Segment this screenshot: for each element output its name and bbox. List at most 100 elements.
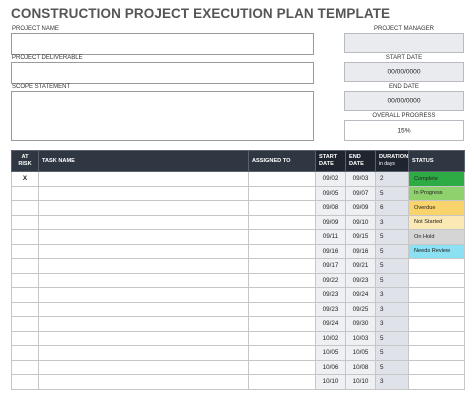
at-risk-cell[interactable] xyxy=(11,229,39,245)
end-date-cell[interactable]: 09/25 xyxy=(345,301,376,317)
end-date-cell[interactable]: 09/24 xyxy=(345,287,376,303)
duration-cell[interactable]: 5 xyxy=(375,345,409,361)
assigned-to-cell[interactable] xyxy=(248,345,316,361)
duration-cell[interactable]: 3 xyxy=(375,374,409,390)
start-date-cell[interactable]: 09/09 xyxy=(315,214,346,230)
assigned-to-cell[interactable] xyxy=(248,287,316,303)
status-cell[interactable]: On Hold xyxy=(408,229,465,245)
task-name-cell[interactable] xyxy=(38,229,249,245)
project-deliverable-field[interactable] xyxy=(11,62,314,84)
task-name-cell[interactable] xyxy=(38,171,249,187)
end-date-cell[interactable]: 10/05 xyxy=(345,345,376,361)
status-cell[interactable] xyxy=(408,316,465,332)
assigned-to-cell[interactable] xyxy=(248,185,316,201)
task-name-cell[interactable] xyxy=(38,359,249,375)
at-risk-cell[interactable] xyxy=(11,301,39,317)
start-date-cell[interactable]: 09/23 xyxy=(315,301,346,317)
duration-cell[interactable]: 3 xyxy=(375,301,409,317)
status-cell[interactable]: Overdue xyxy=(408,200,465,216)
start-date-cell[interactable]: 09/23 xyxy=(315,287,346,303)
duration-cell[interactable]: 2 xyxy=(375,171,409,187)
start-date-cell[interactable]: 09/17 xyxy=(315,258,346,274)
start-date-cell[interactable]: 09/16 xyxy=(315,243,346,259)
start-date-cell[interactable]: 09/22 xyxy=(315,272,346,288)
task-name-cell[interactable] xyxy=(38,316,249,332)
status-cell[interactable] xyxy=(408,287,465,303)
project-name-field[interactable] xyxy=(11,33,314,55)
assigned-to-cell[interactable] xyxy=(248,200,316,216)
at-risk-cell[interactable] xyxy=(11,258,39,274)
start-date-cell[interactable]: 10/10 xyxy=(315,374,346,390)
end-date-cell[interactable]: 09/15 xyxy=(345,229,376,245)
overall-progress-field[interactable]: 15% xyxy=(344,120,464,141)
end-date-cell[interactable]: 10/10 xyxy=(345,374,376,390)
at-risk-cell[interactable] xyxy=(11,214,39,230)
at-risk-cell[interactable] xyxy=(11,330,39,346)
assigned-to-cell[interactable] xyxy=(248,229,316,245)
task-name-cell[interactable] xyxy=(38,301,249,317)
assigned-to-cell[interactable] xyxy=(248,171,316,187)
at-risk-cell[interactable] xyxy=(11,345,39,361)
duration-cell[interactable]: 3 xyxy=(375,214,409,230)
status-cell[interactable] xyxy=(408,374,465,390)
scope-statement-field[interactable] xyxy=(11,91,314,141)
assigned-to-cell[interactable] xyxy=(248,272,316,288)
task-name-cell[interactable] xyxy=(38,185,249,201)
assigned-to-cell[interactable] xyxy=(248,301,316,317)
status-cell[interactable]: Needs Review xyxy=(408,243,465,259)
start-date-cell[interactable]: 09/24 xyxy=(315,316,346,332)
task-name-cell[interactable] xyxy=(38,214,249,230)
assigned-to-cell[interactable] xyxy=(248,258,316,274)
at-risk-cell[interactable] xyxy=(11,359,39,375)
status-cell[interactable] xyxy=(408,330,465,346)
task-name-cell[interactable] xyxy=(38,374,249,390)
at-risk-cell[interactable] xyxy=(11,200,39,216)
task-name-cell[interactable] xyxy=(38,200,249,216)
task-name-cell[interactable] xyxy=(38,243,249,259)
task-name-cell[interactable] xyxy=(38,272,249,288)
status-cell[interactable]: Complete xyxy=(408,171,465,187)
start-date-field[interactable]: 00/00/0000 xyxy=(344,62,464,82)
duration-cell[interactable]: 5 xyxy=(375,359,409,375)
start-date-cell[interactable]: 10/06 xyxy=(315,359,346,375)
end-date-cell[interactable]: 10/03 xyxy=(345,330,376,346)
end-date-cell[interactable]: 09/23 xyxy=(345,272,376,288)
at-risk-cell[interactable] xyxy=(11,374,39,390)
status-cell[interactable] xyxy=(408,258,465,274)
assigned-to-cell[interactable] xyxy=(248,374,316,390)
duration-cell[interactable]: 5 xyxy=(375,330,409,346)
task-name-cell[interactable] xyxy=(38,258,249,274)
duration-cell[interactable]: 3 xyxy=(375,287,409,303)
at-risk-cell[interactable]: X xyxy=(11,171,39,187)
at-risk-cell[interactable] xyxy=(11,287,39,303)
duration-cell[interactable]: 5 xyxy=(375,243,409,259)
start-date-cell[interactable]: 09/02 xyxy=(315,171,346,187)
end-date-cell[interactable]: 09/07 xyxy=(345,185,376,201)
end-date-cell[interactable]: 09/09 xyxy=(345,200,376,216)
status-cell[interactable]: In Progress xyxy=(408,185,465,201)
duration-cell[interactable]: 5 xyxy=(375,229,409,245)
at-risk-cell[interactable] xyxy=(11,185,39,201)
end-date-cell[interactable]: 09/10 xyxy=(345,214,376,230)
assigned-to-cell[interactable] xyxy=(248,316,316,332)
assigned-to-cell[interactable] xyxy=(248,243,316,259)
duration-cell[interactable]: 5 xyxy=(375,272,409,288)
end-date-cell[interactable]: 09/30 xyxy=(345,316,376,332)
duration-cell[interactable]: 6 xyxy=(375,200,409,216)
end-date-cell[interactable]: 09/16 xyxy=(345,243,376,259)
task-name-cell[interactable] xyxy=(38,287,249,303)
task-name-cell[interactable] xyxy=(38,330,249,346)
end-date-cell[interactable]: 09/03 xyxy=(345,171,376,187)
duration-cell[interactable]: 3 xyxy=(375,316,409,332)
end-date-cell[interactable]: 09/21 xyxy=(345,258,376,274)
assigned-to-cell[interactable] xyxy=(248,214,316,230)
at-risk-cell[interactable] xyxy=(11,243,39,259)
start-date-cell[interactable]: 10/05 xyxy=(315,345,346,361)
end-date-field[interactable]: 00/00/0000 xyxy=(344,91,464,111)
start-date-cell[interactable]: 10/02 xyxy=(315,330,346,346)
start-date-cell[interactable]: 09/05 xyxy=(315,185,346,201)
project-manager-field[interactable] xyxy=(344,33,464,53)
assigned-to-cell[interactable] xyxy=(248,359,316,375)
duration-cell[interactable]: 5 xyxy=(375,258,409,274)
start-date-cell[interactable]: 09/11 xyxy=(315,229,346,245)
